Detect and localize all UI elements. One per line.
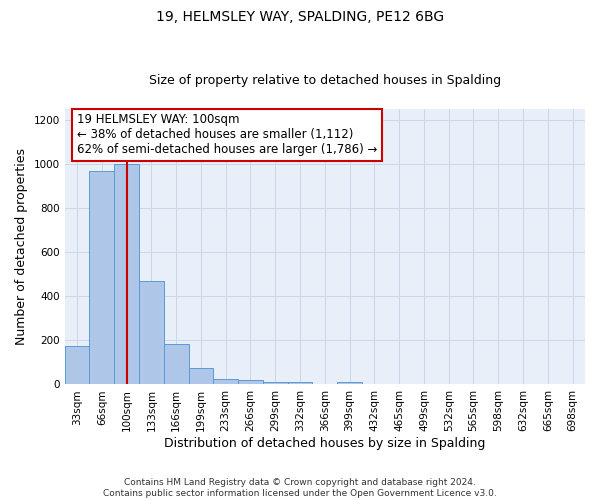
Bar <box>287 382 313 384</box>
Bar <box>114 164 139 384</box>
Bar <box>238 380 263 384</box>
Bar <box>188 368 214 384</box>
Bar <box>214 379 238 384</box>
Bar <box>337 382 362 384</box>
Bar <box>263 382 287 384</box>
Bar <box>65 346 89 385</box>
Y-axis label: Number of detached properties: Number of detached properties <box>15 148 28 345</box>
Bar <box>139 281 164 384</box>
X-axis label: Distribution of detached houses by size in Spalding: Distribution of detached houses by size … <box>164 437 485 450</box>
Text: 19, HELMSLEY WAY, SPALDING, PE12 6BG: 19, HELMSLEY WAY, SPALDING, PE12 6BG <box>156 10 444 24</box>
Title: Size of property relative to detached houses in Spalding: Size of property relative to detached ho… <box>149 74 501 87</box>
Text: 19 HELMSLEY WAY: 100sqm
← 38% of detached houses are smaller (1,112)
62% of semi: 19 HELMSLEY WAY: 100sqm ← 38% of detache… <box>77 114 377 156</box>
Bar <box>164 344 188 384</box>
Bar <box>89 170 114 384</box>
Text: Contains HM Land Registry data © Crown copyright and database right 2024.
Contai: Contains HM Land Registry data © Crown c… <box>103 478 497 498</box>
